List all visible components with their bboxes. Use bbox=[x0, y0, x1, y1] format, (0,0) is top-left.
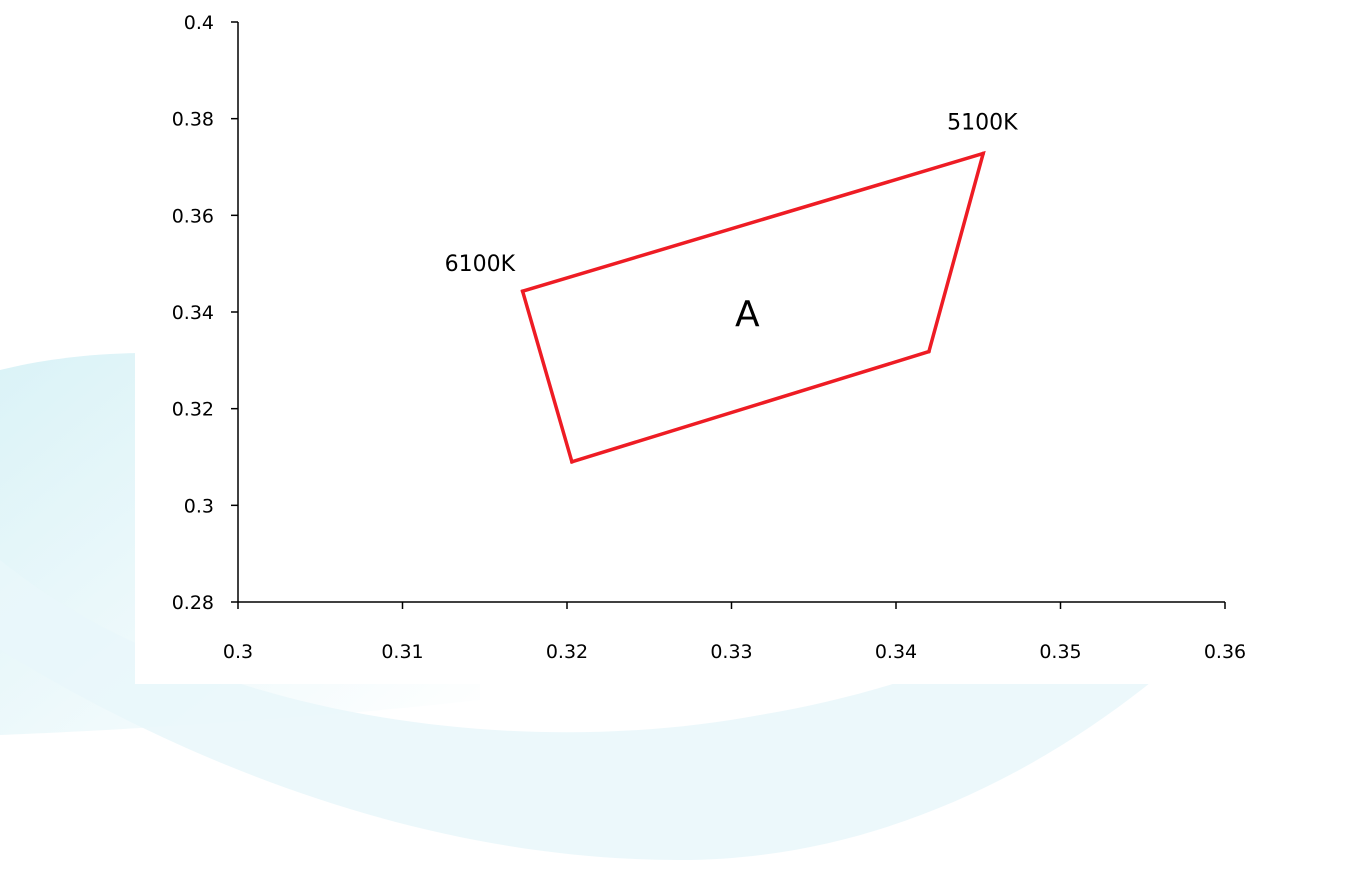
label-5100k: 5100K bbox=[947, 110, 1018, 135]
x-tick-label: 0.34 bbox=[875, 641, 917, 663]
boundary-vertex bbox=[570, 460, 574, 464]
y-tick-label: 0.4 bbox=[184, 12, 214, 34]
chart-panel bbox=[135, 0, 1353, 684]
annotations: 6100K 5100K A bbox=[445, 110, 1019, 335]
boundary-vertex bbox=[927, 349, 931, 354]
y-tick-label: 0.36 bbox=[172, 205, 214, 227]
x-tick-label: 0.32 bbox=[546, 641, 588, 663]
x-tick-label: 0.3 bbox=[223, 641, 253, 663]
axes bbox=[237, 22, 1225, 603]
x-tick-label: 0.33 bbox=[710, 641, 752, 663]
x-tick-label: 0.36 bbox=[1204, 641, 1246, 663]
y-tick-label: 0.28 bbox=[172, 592, 214, 614]
x-tick-label: 0.35 bbox=[1039, 641, 1081, 663]
y-tick-label: 0.38 bbox=[172, 109, 214, 131]
boundary-vertex bbox=[981, 151, 985, 156]
label-6100k: 6100K bbox=[445, 252, 516, 277]
series bbox=[520, 150, 986, 464]
x-tick-label: 0.31 bbox=[381, 641, 423, 663]
boundary-vertex bbox=[520, 289, 525, 294]
label-region-a: A bbox=[735, 294, 760, 335]
y-tick-label: 0.32 bbox=[172, 399, 214, 421]
y-tick-label: 0.34 bbox=[172, 302, 214, 324]
ticks: 0.3 0.31 0.32 0.33 0.34 0.35 0.36 0.28 0.3 0.32 0.… bbox=[172, 12, 1246, 663]
y-tick-label: 0.3 bbox=[184, 495, 214, 517]
swoosh-band-bottom bbox=[0, 380, 1353, 860]
